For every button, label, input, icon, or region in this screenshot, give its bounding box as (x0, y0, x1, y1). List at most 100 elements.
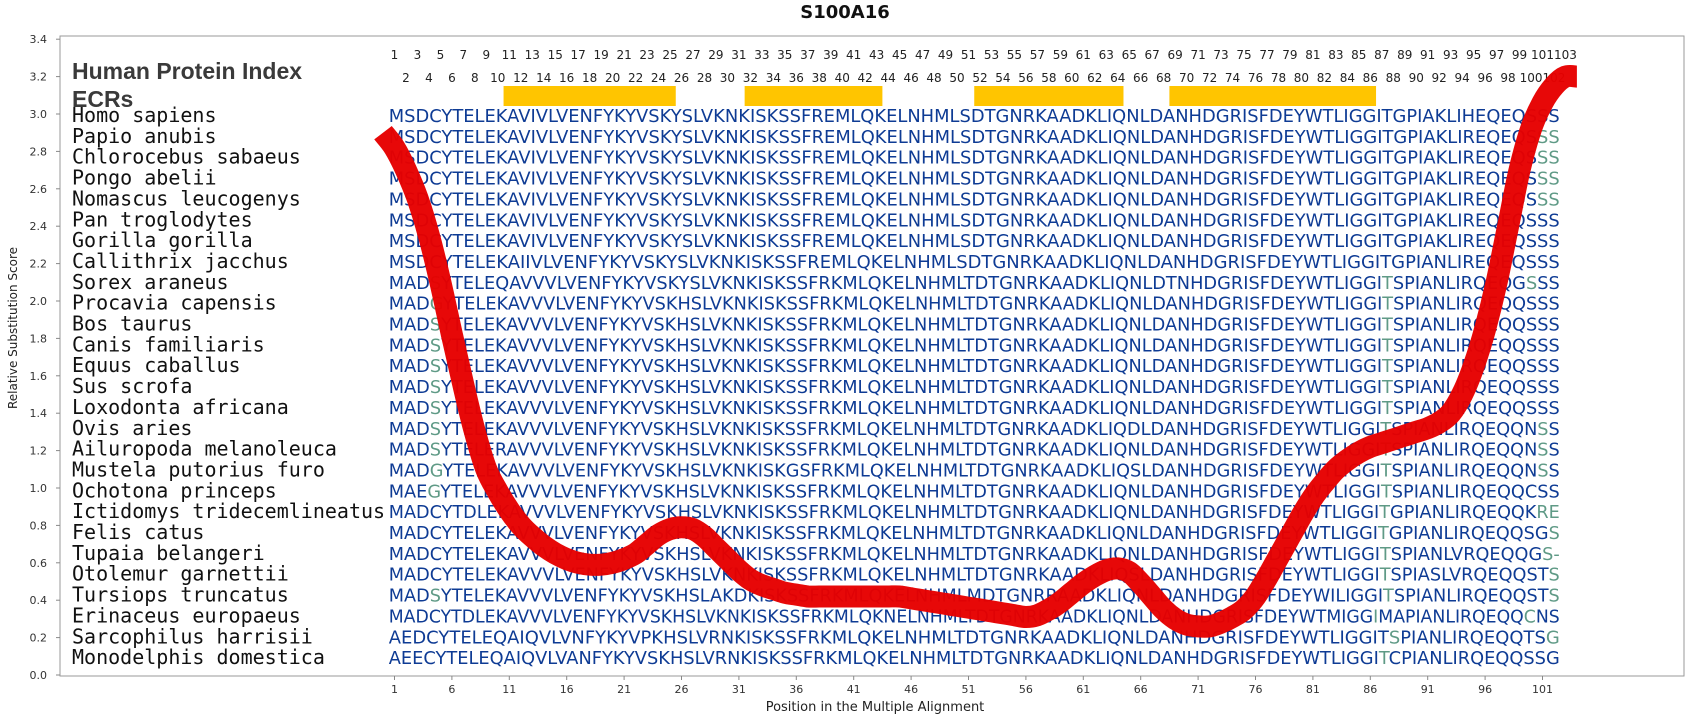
species-name: Chlorocebus sabaeus (72, 145, 301, 169)
substitution-curve (374, 64, 1578, 638)
species-name: Bos taurus (72, 312, 192, 336)
species-name: Pan troglodytes (72, 207, 253, 231)
sequence-row: MADGYTELEKAVVVLVENFYKYVSKHSLVKNKISKGSFRK… (389, 461, 1560, 481)
y-tick-label: 0.6 (30, 557, 48, 570)
index-number: 15 (548, 48, 563, 62)
y-axis-label: Relative Substitution Score (6, 246, 20, 410)
index-number: 26 (674, 71, 689, 85)
y-tick-label: 1.8 (30, 332, 48, 345)
index-number: 58 (1041, 71, 1056, 85)
index-number: 23 (639, 48, 654, 62)
species-name: Otolemur garnettii (72, 562, 289, 586)
index-number: 89 (1397, 48, 1412, 62)
sequence-row: MADCYTDLEKAVVVLVENFYKYVSKHSLVKNKISKSSFRK… (389, 503, 1560, 523)
index-number: 95 (1466, 48, 1481, 62)
index-number: 71 (1190, 48, 1205, 62)
y-axis-label-box: Relative Substitution Score (6, 247, 26, 409)
index-number: 69 (1167, 48, 1182, 62)
x-tick-label: 31 (732, 683, 746, 696)
species-name: Ictidomys tridecemlineatus (72, 499, 385, 523)
protein-index: 1 3 5 7 9 11 13 15 17 19 21 23 25 27 29 31 33 35 37 39 41 43 4… (391, 48, 1577, 85)
x-tick-label: 76 (1249, 683, 1263, 696)
index-number: 77 (1259, 48, 1274, 62)
ecr-bar (744, 86, 883, 106)
x-tick-label: 66 (1134, 683, 1148, 696)
sequence-row: MSDCYTELEKAVIVLVENFYKYVSKYSLVKNKISKSSFRE… (389, 190, 1560, 210)
x-axis: 1 6 11 16 21 26 31 36 41 46 51 56 61 66 71 76 81 86 91 96 10… (391, 676, 1553, 696)
index-number: 17 (571, 48, 586, 62)
index-number: 60 (1064, 71, 1079, 85)
index-number: 96 (1477, 71, 1492, 85)
index-number: 92 (1432, 71, 1447, 85)
y-tick-label: 0.2 (30, 632, 48, 645)
index-number: 10 (490, 71, 505, 85)
index-number: 79 (1282, 48, 1297, 62)
index-number: 22 (628, 71, 643, 85)
ecr-bars (503, 86, 1377, 106)
index-number: 5 (437, 48, 445, 62)
index-number: 97 (1489, 48, 1504, 62)
index-number: 34 (766, 71, 781, 85)
index-number: 50 (949, 71, 964, 85)
species-name: Ailuropoda melanoleuca (72, 437, 337, 461)
index-number: 82 (1317, 71, 1332, 85)
sequence-row: MSDCYTELEKAVIVLVENFYKYVSKYSLVKNKISKSSFRE… (389, 149, 1560, 169)
y-tick-label: 2.4 (30, 220, 48, 233)
species-name: Erinaceus europaeus (72, 603, 301, 627)
index-number: 35 (777, 48, 792, 62)
sequence-row: MADCYTELEKAVVVLVENFYKYVSKHSLVKNKISKSSFRK… (389, 524, 1560, 544)
sequence-row: MADGYTELEKAVVVLVENFYKYVSKHSLVKNKISKSSFRK… (389, 295, 1560, 315)
index-number: 1 (391, 48, 399, 62)
header-label: Human Protein Index (72, 58, 302, 84)
index-number: 40 (835, 71, 850, 85)
index-number: 12 (513, 71, 528, 85)
species-name: Sarcophilus harrisii (72, 624, 313, 648)
index-number: 66 (1133, 71, 1148, 85)
index-number: 30 (720, 71, 735, 85)
index-number: 6 (448, 71, 456, 85)
species-name: Nomascus leucogenys (72, 186, 301, 210)
index-number: 18 (582, 71, 597, 85)
y-tick-label: 2.8 (30, 145, 48, 158)
index-number: 90 (1409, 71, 1424, 85)
x-tick-label: 46 (904, 683, 918, 696)
index-number: 45 (892, 48, 907, 62)
index-number: 63 (1099, 48, 1114, 62)
index-number: 101 (1531, 48, 1554, 62)
sequence-alignment: MSDCYTELEKAVIVLVENFYKYVSKYSLVKNKISKSSFRE… (389, 107, 1560, 669)
index-number: 4 (425, 71, 433, 85)
species-name: Ovis aries (72, 416, 192, 440)
index-number: 88 (1386, 71, 1401, 85)
x-tick-label: 86 (1363, 683, 1377, 696)
index-number: 56 (1018, 71, 1033, 85)
index-number: 73 (1213, 48, 1228, 62)
sequence-row: MSDCYTELEKAVIVLVENFYKYVSKYSLVKNKISKSSFRE… (389, 128, 1560, 148)
species-name: Pongo abelii (72, 166, 217, 190)
sequence-row: MSDCYTELEKAVIVLVENFYKYVSKYSLVKNKISKSSFRE… (389, 232, 1560, 252)
species-name: Canis familiaris (72, 332, 265, 356)
index-number: 47 (915, 48, 930, 62)
index-number: 85 (1351, 48, 1366, 62)
index-number: 14 (536, 71, 551, 85)
index-number: 54 (995, 71, 1010, 85)
index-number: 55 (1007, 48, 1022, 62)
index-number: 99 (1512, 48, 1527, 62)
species-name: Callithrix jacchus (72, 249, 289, 273)
index-number: 70 (1179, 71, 1194, 85)
x-tick-label: 6 (448, 683, 455, 696)
sequence-row: MSDCYTELEKAVIVLVENFYKYVSKYSLVKNKISKSSFRE… (389, 107, 1560, 127)
index-number: 27 (685, 48, 700, 62)
x-tick-label: 16 (560, 683, 574, 696)
x-tick-label: 51 (962, 683, 976, 696)
species-name: Papio anubis (72, 124, 217, 148)
index-number: 59 (1053, 48, 1068, 62)
index-number: 74 (1225, 71, 1240, 85)
index-number: 84 (1340, 71, 1355, 85)
sequence-row: MADSYTELEQAVVVLVENFYKYVSKYSLVKNKISKSSFRK… (389, 274, 1560, 294)
x-tick-label: 81 (1306, 683, 1320, 696)
x-axis-label: Position in the Multiple Alignment (765, 700, 985, 715)
sequence-row: AEECYTELEQAIQVLVANFYKYVSKHSLVRNKISKSSFRK… (389, 649, 1560, 669)
plot-frame (59, 35, 1685, 677)
sequence-row: MADSYTELEKAVVVLVENFYKYVSKHSLVKNKISKSSFRK… (389, 336, 1560, 356)
index-number: 62 (1087, 71, 1102, 85)
